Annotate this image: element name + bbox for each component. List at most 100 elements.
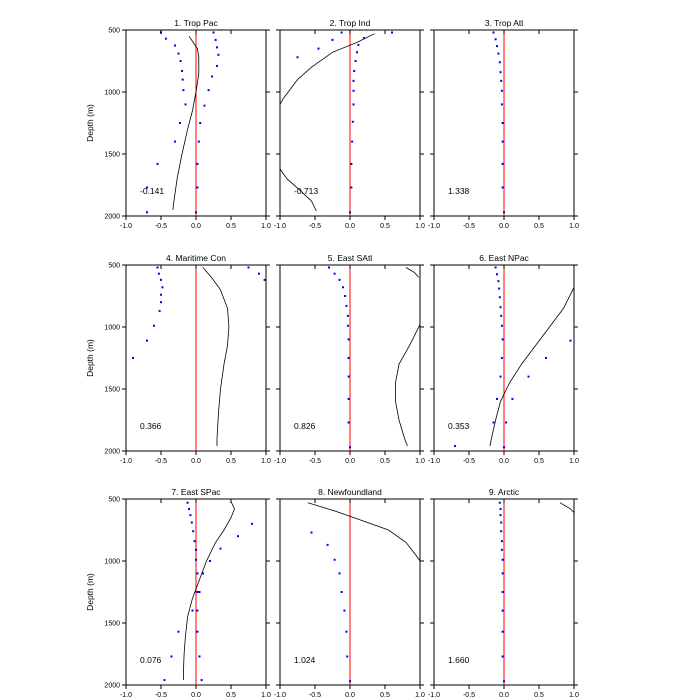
x-tick-label: 0.5 [380,692,390,699]
data-point [352,103,355,106]
data-point [345,304,348,307]
correlation-value: 1.338 [448,186,470,196]
data-point [501,558,504,561]
data-point [196,572,199,575]
data-point [346,314,349,317]
data-point [196,186,199,189]
x-tick-label: -1.0 [120,458,132,465]
data-point [178,122,181,124]
data-point [500,314,503,317]
data-point [347,397,350,400]
data-point [353,69,356,72]
data-point [349,446,351,449]
y-tick-label: 1000 [104,325,120,332]
data-point [156,162,159,165]
data-point [356,51,358,54]
data-point [503,680,505,683]
x-tick-label: -1.0 [274,223,286,230]
correlation-value: 0.076 [140,655,162,665]
x-tick-label: -0.5 [155,223,167,230]
correlation-value: 0.366 [140,421,162,431]
x-tick-label: 0.5 [534,692,544,699]
data-point [146,339,148,342]
panel-3: 3. Trop Atl -1.0 -0.5 0.0 0.5 1.0 1.338 [428,18,579,230]
x-tick-label: -0.5 [463,223,475,230]
profile-curve [172,35,200,210]
data-point [146,211,148,214]
x-tick-label: 0.5 [226,458,236,465]
data-point [494,38,497,41]
data-point [195,558,197,561]
x-tick-label: 1.0 [569,223,579,230]
data-point [501,655,504,658]
data-point [200,679,203,682]
x-tick-label: -1.0 [120,692,132,699]
data-point [352,89,355,92]
data-point [191,609,194,612]
data-point [545,357,547,359]
data-point [344,295,347,297]
data-point [214,38,217,41]
data-point [501,609,504,612]
data-point [352,79,355,82]
data-point [179,60,182,62]
correlation-value: 1.024 [294,655,316,665]
y-tick-label: 2000 [104,683,120,690]
x-tick-label: 1.0 [569,692,579,699]
panel-title: 4. Maritime Con [166,253,226,263]
y-tick-label: 500 [108,28,120,35]
correlation-value: 1.660 [448,655,470,665]
data-point [346,655,349,658]
y-tick-label: 1500 [104,621,120,628]
x-tick-label: 1.0 [415,223,425,230]
data-point [196,630,199,633]
data-point [340,591,343,593]
data-point [207,89,210,92]
data-point [197,140,200,143]
y-axis-label: Depth (m) [85,104,95,142]
data-point [499,375,502,378]
correlation-value: 0.826 [294,421,316,431]
data-point [497,280,500,283]
panel-title: 6. East NPac [479,253,529,263]
panel-9: 9. Arctic -1.0 -0.5 0.0 0.5 1.0 1.660 [428,487,579,699]
x-tick-label: 0.5 [226,223,236,230]
data-point [181,78,184,81]
data-point [503,211,505,214]
x-tick-label: -1.0 [120,223,132,230]
y-tick-label: 2000 [104,214,120,221]
data-point [174,140,176,143]
profile-curve [559,502,574,513]
panel-title: 9. Arctic [489,487,520,497]
data-point [501,630,504,633]
data-point [160,293,162,296]
x-tick-label: -0.5 [463,692,475,699]
data-point [338,572,341,575]
data-point [326,543,329,546]
data-point [343,609,346,612]
data-point [500,103,503,106]
x-tick-label: 0.0 [191,458,201,465]
data-point [496,45,498,48]
data-point [498,61,501,64]
y-axis-label: Depth (m) [85,339,95,377]
panel-2: 2. Trop Ind -1.0 -0.5 0.0 0.5 1.0 -0.713 [274,18,425,230]
data-point [317,47,320,50]
data-point [310,531,313,534]
x-tick-label: 0.0 [345,458,355,465]
data-point [181,69,183,72]
x-tick-label: 0.0 [191,692,201,699]
data-point [498,287,501,290]
data-point [211,75,214,78]
data-point [500,548,503,551]
y-tick-label: 500 [108,263,120,270]
x-tick-label: -1.0 [428,458,440,465]
data-point [496,397,498,400]
data-point [203,104,206,107]
x-tick-label: -0.5 [309,458,321,465]
data-point [501,162,504,165]
data-point [501,186,504,189]
data-point [193,540,196,543]
x-tick-label: -0.5 [309,692,321,699]
